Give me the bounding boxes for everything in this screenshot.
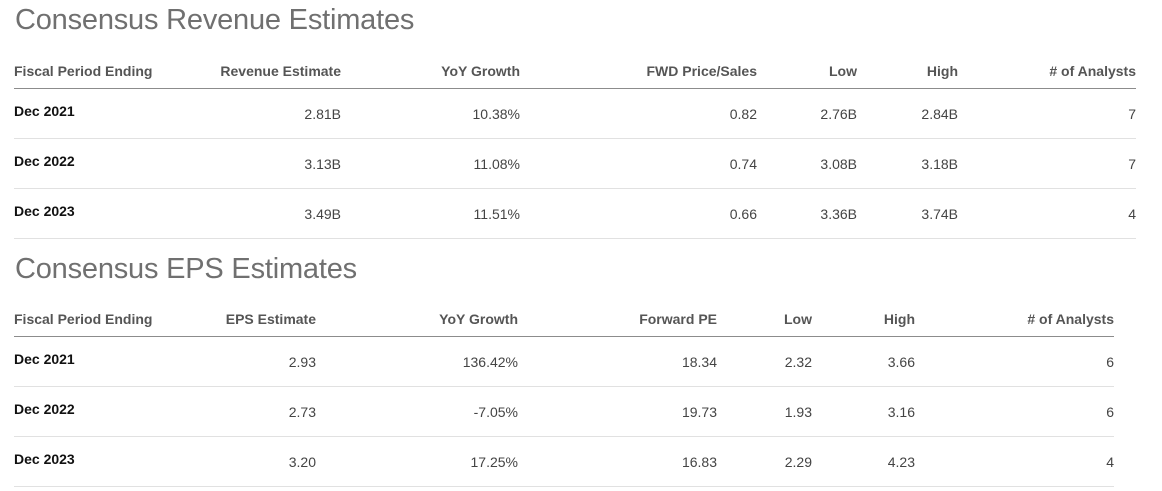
table-row: Dec 2022 3.13B 11.08% 0.74 3.08B 3.18B 7 bbox=[14, 138, 1136, 189]
analysts-cell: 6 bbox=[915, 386, 1114, 437]
table-row: Dec 2023 3.20 17.25% 16.83 2.29 4.23 4 bbox=[14, 436, 1114, 487]
revenue-estimate-cell: 2.81B bbox=[206, 88, 341, 139]
eps-col-yoy-growth: YoY Growth bbox=[316, 301, 518, 337]
low-cell: 2.76B bbox=[757, 88, 857, 139]
yoy-growth-cell: 17.25% bbox=[316, 436, 518, 487]
low-cell: 2.32 bbox=[717, 336, 812, 387]
yoy-growth-cell: 11.51% bbox=[341, 188, 520, 239]
eps-header-row: Fiscal Period Ending EPS Estimate YoY Gr… bbox=[14, 301, 1114, 337]
revenue-col-fiscal-period: Fiscal Period Ending bbox=[14, 53, 206, 89]
revenue-section-title: Consensus Revenue Estimates bbox=[15, 4, 415, 36]
high-cell: 3.74B bbox=[857, 188, 958, 239]
fwd-price-sales-cell: 0.74 bbox=[520, 138, 757, 189]
high-cell: 2.84B bbox=[857, 88, 958, 139]
low-cell: 2.29 bbox=[717, 436, 812, 487]
yoy-growth-cell: -7.05% bbox=[316, 386, 518, 437]
forward-pe-cell: 18.34 bbox=[518, 336, 717, 387]
low-cell: 3.36B bbox=[757, 188, 857, 239]
fwd-price-sales-cell: 0.82 bbox=[520, 88, 757, 139]
eps-col-fiscal-period: Fiscal Period Ending bbox=[14, 301, 206, 337]
high-cell: 4.23 bbox=[812, 436, 915, 487]
low-cell: 3.08B bbox=[757, 138, 857, 189]
eps-estimates-table: Fiscal Period Ending EPS Estimate YoY Gr… bbox=[14, 301, 1114, 487]
revenue-col-high: High bbox=[857, 53, 958, 89]
table-row: Dec 2021 2.81B 10.38% 0.82 2.76B 2.84B 7 bbox=[14, 88, 1136, 139]
revenue-col-yoy-growth: YoY Growth bbox=[341, 53, 520, 89]
forward-pe-cell: 19.73 bbox=[518, 386, 717, 437]
fiscal-period-cell: Dec 2022 bbox=[14, 138, 206, 189]
analysts-cell: 7 bbox=[958, 88, 1136, 139]
eps-col-estimate: EPS Estimate bbox=[206, 301, 316, 337]
analysts-cell: 7 bbox=[958, 138, 1136, 189]
analysts-cell: 4 bbox=[915, 436, 1114, 487]
eps-col-analysts: # of Analysts bbox=[915, 301, 1114, 337]
revenue-col-estimate: Revenue Estimate bbox=[206, 53, 341, 89]
eps-col-forward-pe: Forward PE bbox=[518, 301, 717, 337]
revenue-estimates-table: Fiscal Period Ending Revenue Estimate Yo… bbox=[14, 53, 1136, 239]
high-cell: 3.18B bbox=[857, 138, 958, 189]
fiscal-period-cell: Dec 2021 bbox=[14, 336, 206, 387]
table-row: Dec 2021 2.93 136.42% 18.34 2.32 3.66 6 bbox=[14, 336, 1114, 387]
eps-estimate-cell: 2.93 bbox=[206, 336, 316, 387]
yoy-growth-cell: 10.38% bbox=[341, 88, 520, 139]
analysts-cell: 6 bbox=[915, 336, 1114, 387]
high-cell: 3.16 bbox=[812, 386, 915, 437]
revenue-col-analysts: # of Analysts bbox=[958, 53, 1136, 89]
revenue-col-fwd-price-sales: FWD Price/Sales bbox=[520, 53, 757, 89]
revenue-estimate-cell: 3.49B bbox=[206, 188, 341, 239]
fiscal-period-cell: Dec 2023 bbox=[14, 436, 206, 487]
eps-col-high: High bbox=[812, 301, 915, 337]
low-cell: 1.93 bbox=[717, 386, 812, 437]
table-row: Dec 2023 3.49B 11.51% 0.66 3.36B 3.74B 4 bbox=[14, 188, 1136, 239]
revenue-estimate-cell: 3.13B bbox=[206, 138, 341, 189]
eps-estimate-cell: 3.20 bbox=[206, 436, 316, 487]
yoy-growth-cell: 136.42% bbox=[316, 336, 518, 387]
fiscal-period-cell: Dec 2023 bbox=[14, 188, 206, 239]
high-cell: 3.66 bbox=[812, 336, 915, 387]
eps-col-low: Low bbox=[717, 301, 812, 337]
fwd-price-sales-cell: 0.66 bbox=[520, 188, 757, 239]
forward-pe-cell: 16.83 bbox=[518, 436, 717, 487]
eps-section-title: Consensus EPS Estimates bbox=[15, 253, 357, 285]
fiscal-period-cell: Dec 2022 bbox=[14, 386, 206, 437]
fiscal-period-cell: Dec 2021 bbox=[14, 88, 206, 139]
revenue-col-low: Low bbox=[757, 53, 857, 89]
analysts-cell: 4 bbox=[958, 188, 1136, 239]
eps-estimate-cell: 2.73 bbox=[206, 386, 316, 437]
yoy-growth-cell: 11.08% bbox=[341, 138, 520, 189]
table-row: Dec 2022 2.73 -7.05% 19.73 1.93 3.16 6 bbox=[14, 386, 1114, 437]
revenue-header-row: Fiscal Period Ending Revenue Estimate Yo… bbox=[14, 53, 1136, 89]
